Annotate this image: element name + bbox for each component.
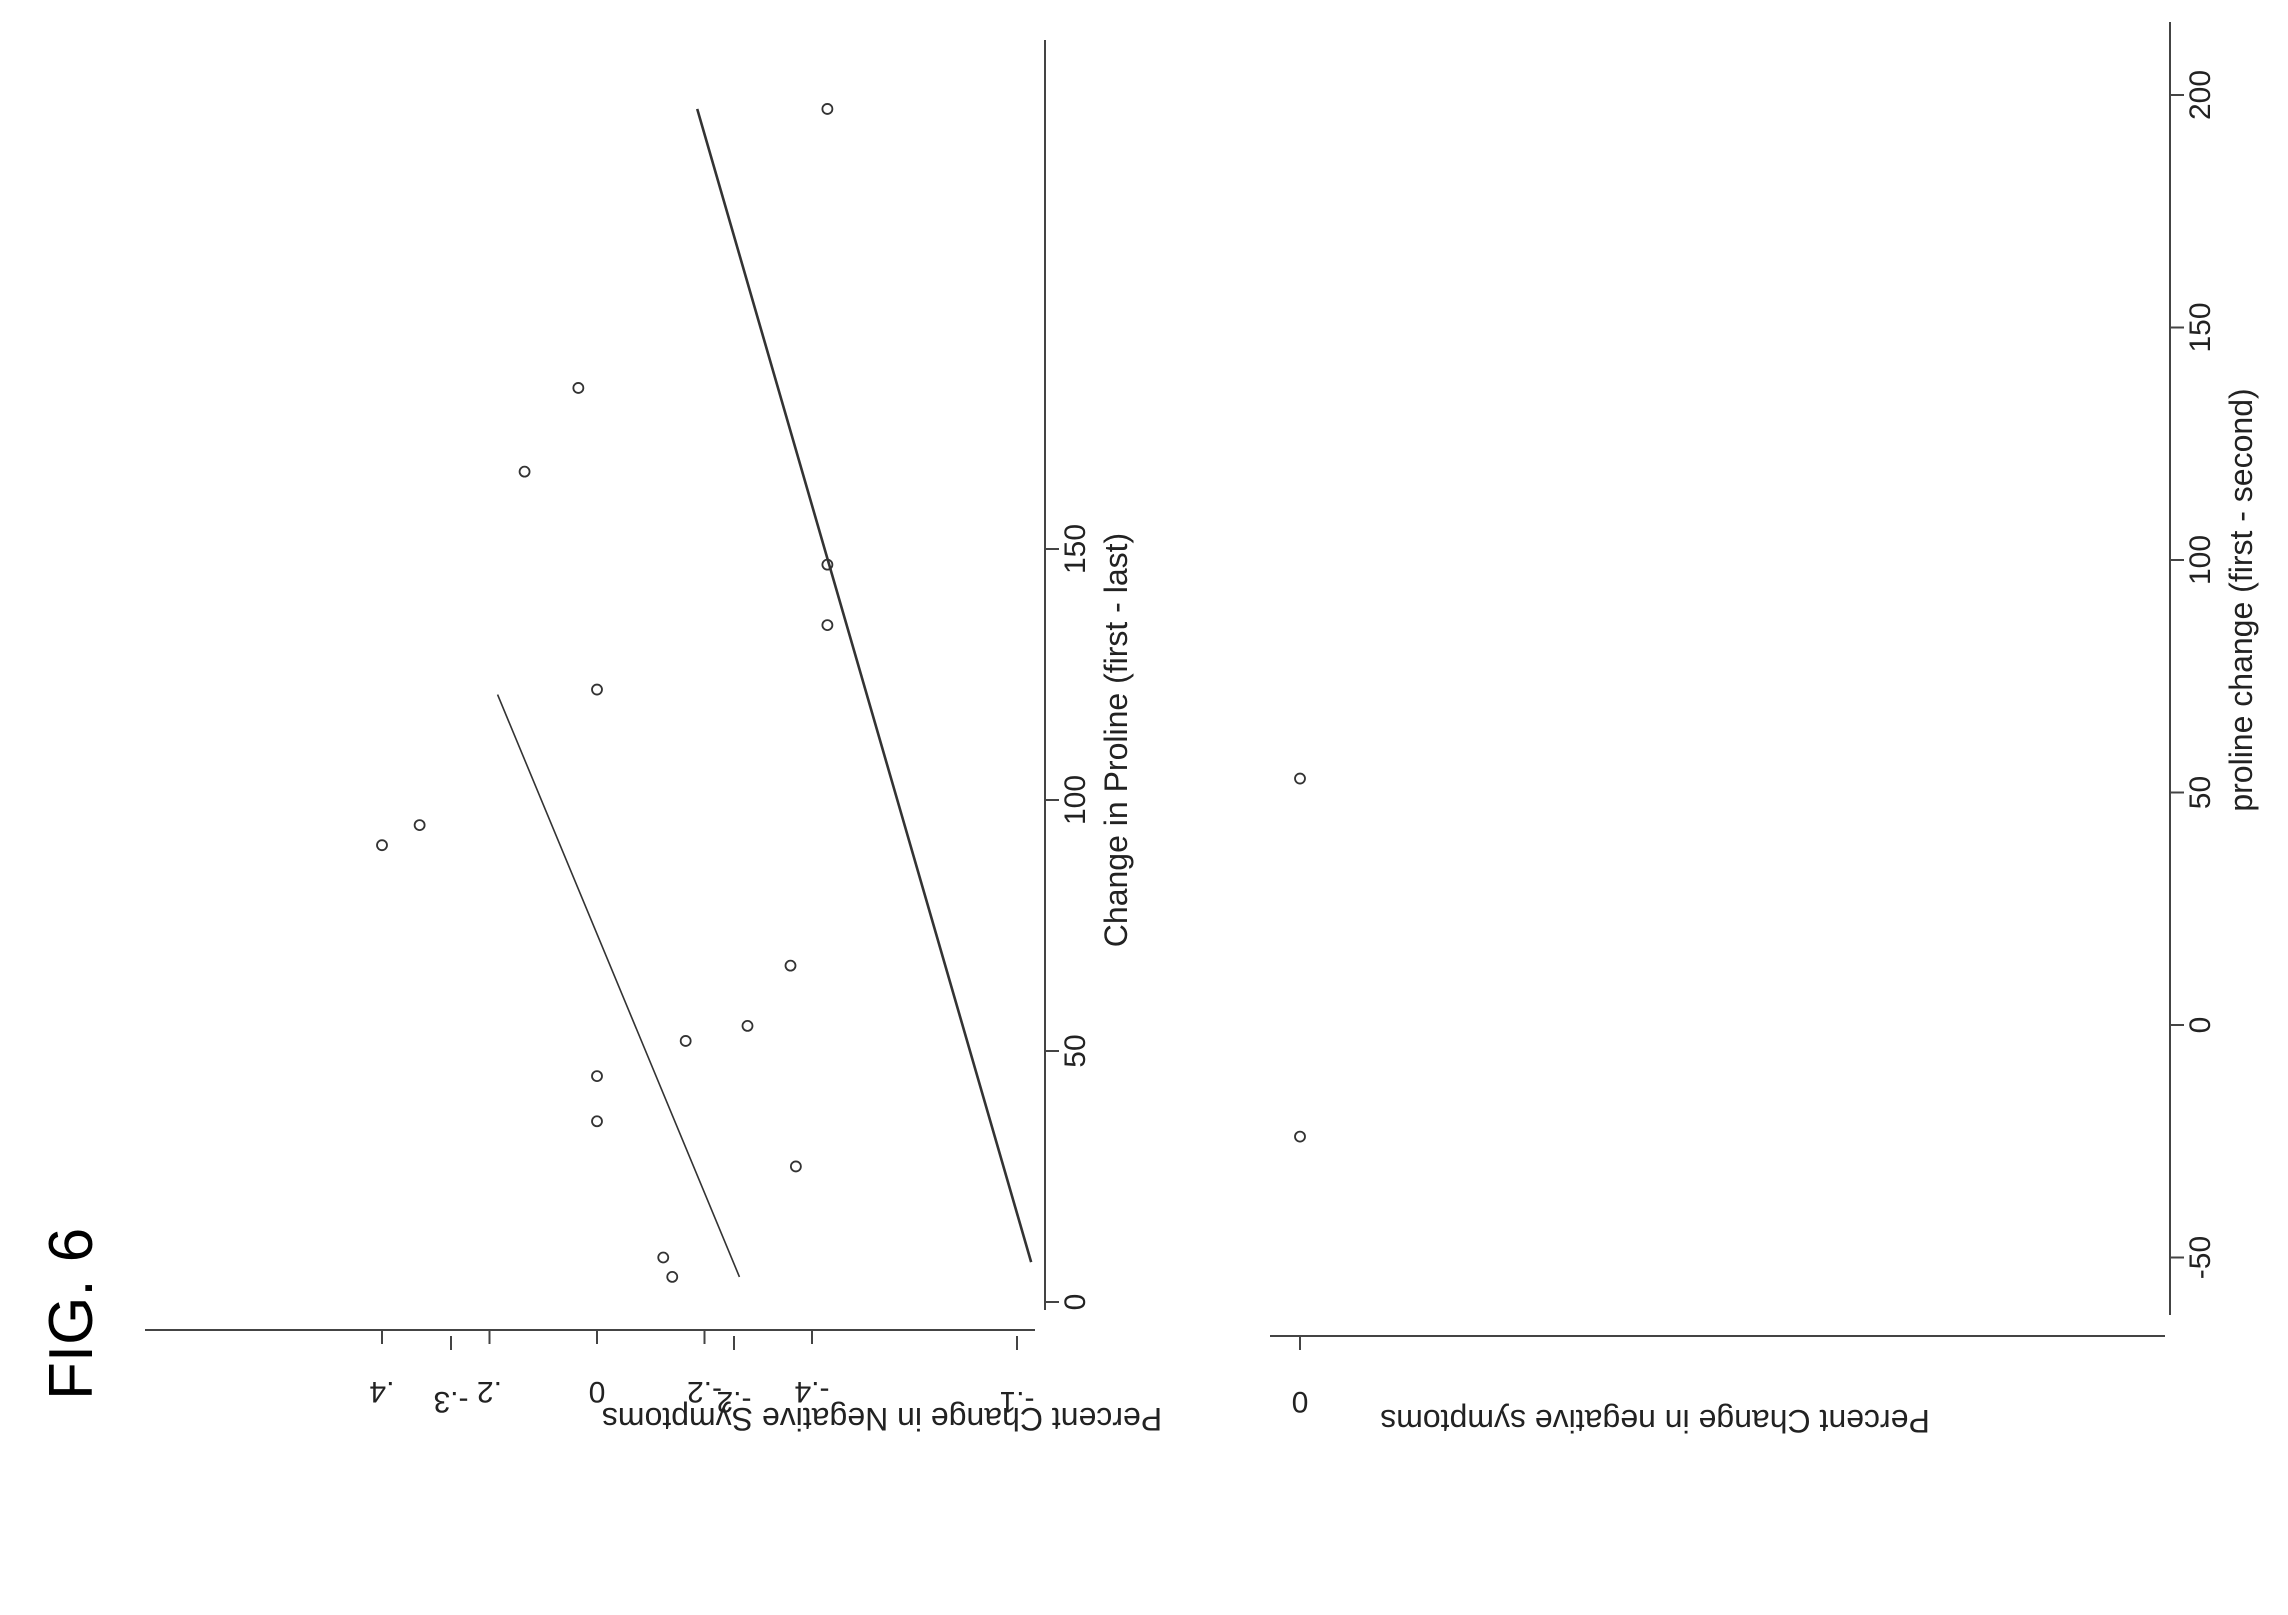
x-tick-label: 0	[2184, 1017, 2217, 1034]
lower-scatter-plot: -50 0 50 100 150 200 -.3 -.2 -.1 0 proline change …	[433, 22, 2259, 1439]
y-tick-label: -.2	[687, 1375, 722, 1408]
y-tick-label: .4	[369, 1375, 394, 1408]
y-tick-label: 0	[1292, 1385, 1309, 1418]
y-tick-label: -.2	[716, 1385, 751, 1418]
data-point	[1294, 1130, 1306, 1143]
upper-scatter-plot: 0 50 100 150 -.4 -.2 0 .2 .4 Change in Proline (f…	[145, 40, 1162, 1437]
data-point	[657, 1251, 670, 1264]
data-point	[1294, 772, 1306, 785]
data-point	[679, 1035, 692, 1047]
y-tick-label: 0	[589, 1375, 606, 1408]
y-axis-title: Percent Change in negative symptoms	[1380, 1403, 1930, 1439]
x-tick-label: 100	[1059, 775, 1092, 825]
data-point	[666, 1271, 679, 1283]
data-point	[591, 1070, 603, 1082]
figure-label: FIG. 6	[37, 1228, 106, 1400]
x-axis-title: proline change (first - second)	[2223, 388, 2259, 811]
y-tick-label: .2	[477, 1375, 502, 1408]
data-point	[784, 959, 797, 972]
data-point	[821, 619, 834, 631]
data-point	[821, 558, 834, 571]
data-point	[518, 465, 531, 478]
y-tick-label: -.3	[433, 1385, 468, 1418]
data-point	[741, 1020, 754, 1032]
x-tick-label: 100	[2184, 535, 2217, 585]
x-tick-label: -50	[2184, 1236, 2217, 1279]
y-tick-label: -.4	[794, 1375, 829, 1408]
data-point	[572, 382, 585, 394]
data-point	[591, 683, 603, 696]
x-tick-label: 150	[2184, 302, 2217, 352]
x-tick-label: 50	[1059, 1034, 1092, 1067]
data-point	[789, 1160, 802, 1173]
x-tick-label: 0	[1059, 1294, 1092, 1311]
data-point	[591, 1115, 603, 1128]
x-tick-label: 50	[2184, 776, 2217, 809]
data-point	[413, 819, 426, 831]
fit-line	[695, 108, 1033, 1263]
data-point	[821, 103, 834, 115]
data-point	[376, 839, 388, 852]
x-axis-title: Change in Proline (first - last)	[1098, 533, 1134, 947]
x-tick-label: 200	[2184, 70, 2217, 120]
y-tick-label: -.1	[999, 1385, 1034, 1418]
y-axis-title: Percent Change in Negative Symptoms	[602, 1401, 1162, 1437]
x-tick-label: 150	[1059, 524, 1092, 574]
fit-line	[496, 694, 741, 1278]
